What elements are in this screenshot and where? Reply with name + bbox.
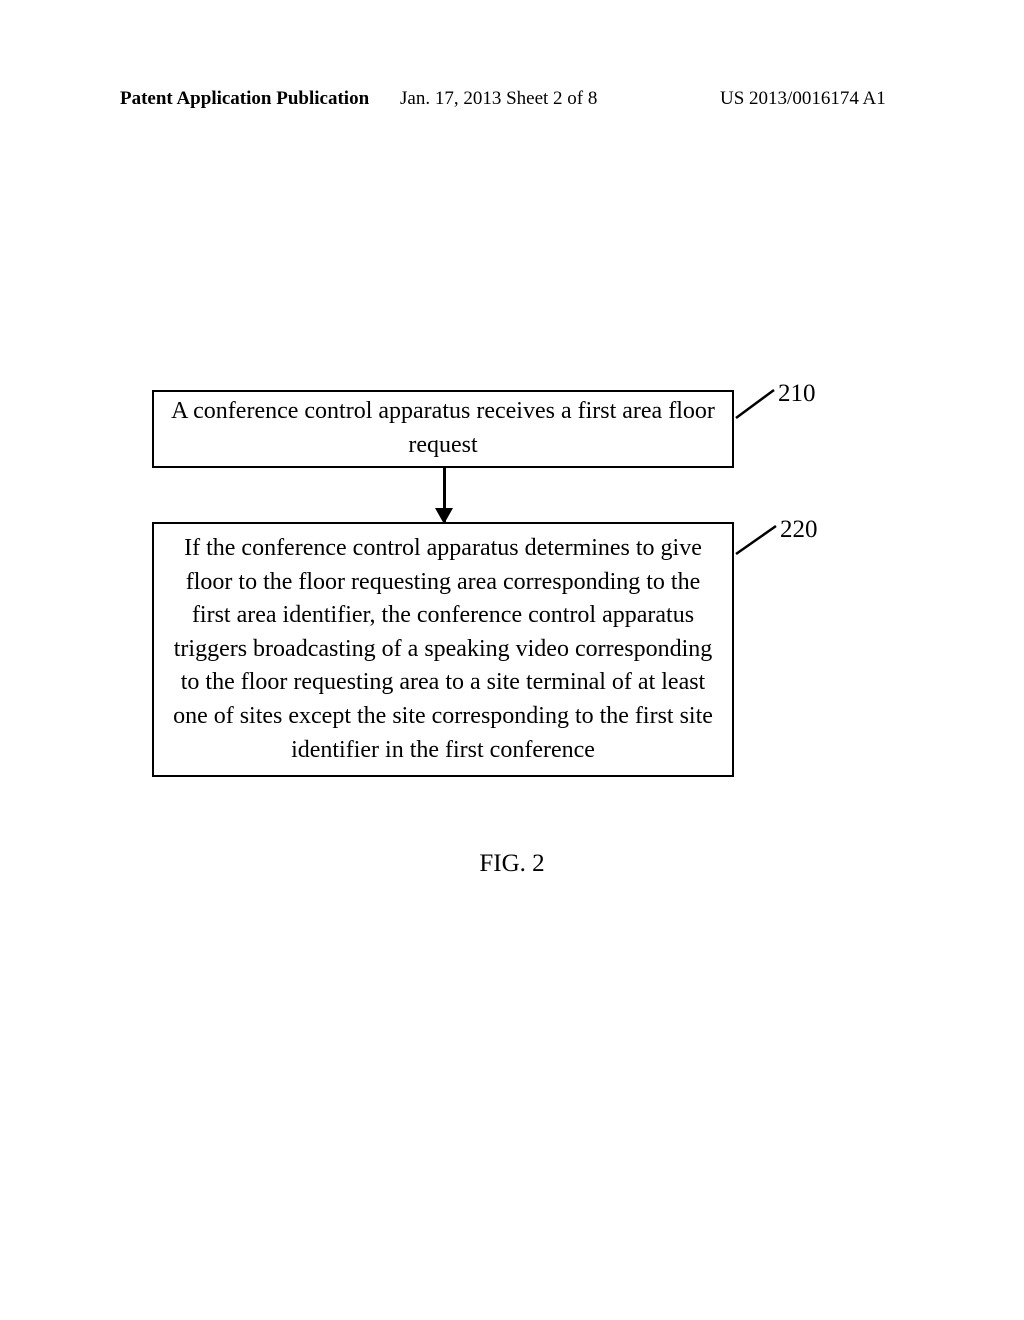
header-right-text: US 2013/0016174 A1 bbox=[720, 88, 886, 110]
header-center-text: Jan. 17, 2013 Sheet 2 of 8 bbox=[400, 88, 597, 110]
figure-caption: FIG. 2 bbox=[0, 850, 1024, 878]
flowchart-node-2-text: If the conference control apparatus dete… bbox=[173, 535, 713, 763]
header-left-text: Patent Application Publication bbox=[120, 88, 369, 110]
flowchart-node-2: If the conference control apparatus dete… bbox=[152, 522, 734, 777]
leader-line-icon bbox=[730, 388, 780, 424]
leader-line-icon bbox=[730, 524, 782, 560]
flowchart-node-1-text: A conference control apparatus receives … bbox=[166, 395, 720, 462]
flowchart: A conference control apparatus receives … bbox=[152, 390, 872, 777]
flowchart-arrow-head bbox=[435, 508, 453, 524]
label-leader-220 bbox=[730, 524, 782, 565]
node-label-220: 220 bbox=[780, 516, 818, 544]
flowchart-node-1: A conference control apparatus receives … bbox=[152, 390, 734, 468]
label-leader-210 bbox=[730, 388, 780, 429]
node-label-210: 210 bbox=[778, 380, 816, 408]
